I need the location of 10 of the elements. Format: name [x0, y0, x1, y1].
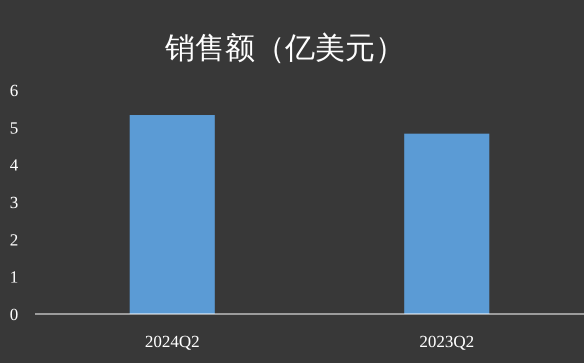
y-tick-label: 6 [10, 81, 18, 100]
y-tick-label: 5 [10, 118, 18, 138]
y-tick-label: 3 [10, 193, 18, 212]
y-tick-label: 1 [10, 268, 18, 287]
y-tick-label: 4 [10, 156, 19, 175]
x-tick-label: 2024Q2 [144, 332, 200, 351]
y-tick-label: 0 [10, 305, 18, 324]
x-tick-label: 2023Q2 [419, 332, 474, 351]
chart-title: 销售额（亿美元） [164, 31, 405, 66]
y-tick-label: 2 [10, 230, 18, 250]
